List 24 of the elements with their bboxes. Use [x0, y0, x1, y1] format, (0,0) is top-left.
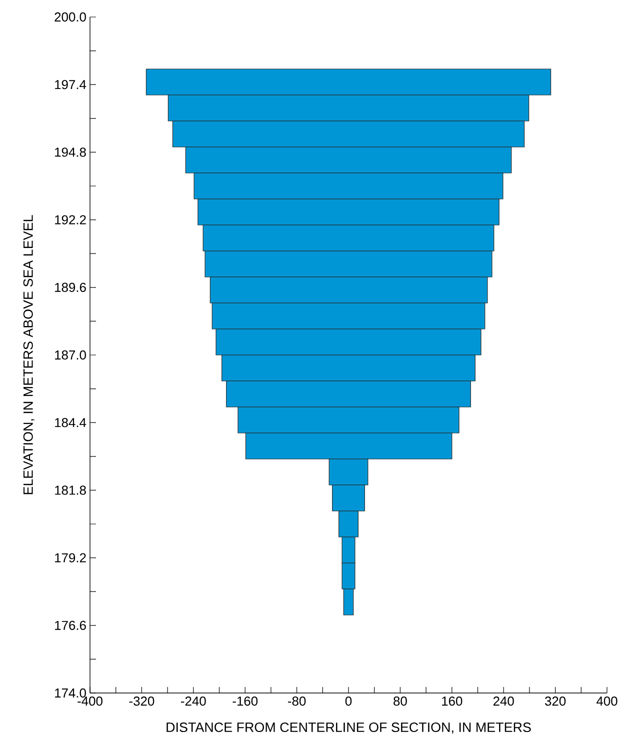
x-tick-label: 240 [493, 696, 514, 706]
x-tick-label: 400 [596, 696, 618, 706]
y-axis-title: ELEVATION, IN METERS ABOVE SEA LEVEL [23, 215, 34, 494]
y-tick-label: 197.4 [55, 80, 86, 90]
y-tick-label: 181.8 [55, 486, 86, 495]
y-tick-label: 189.6 [55, 282, 86, 292]
x-tick-label: 320 [544, 696, 566, 706]
x-tick-label: -80 [288, 696, 306, 706]
x-tick-label: 80 [394, 696, 407, 706]
x-tick-label: 0 [345, 696, 352, 706]
y-tick-label: 194.8 [55, 148, 86, 157]
y-tick-label: 200.0 [54, 12, 86, 22]
x-tick-label: -320 [129, 696, 154, 706]
y-tick-label: 176.6 [55, 620, 86, 630]
y-tick-label: 179.2 [55, 553, 86, 562]
y-tick-label: 184.4 [55, 418, 86, 428]
y-tick-label: 192.2 [55, 215, 86, 224]
x-tick-label: -160 [232, 696, 258, 706]
y-tick-label: 187.0 [55, 350, 86, 360]
x-tick-label: -400 [78, 696, 102, 706]
x-axis-title: DISTANCE FROM CENTERLINE OF SECTION, IN METERS [166, 722, 531, 734]
y-tick-label: 174.0 [55, 688, 86, 698]
x-tick-label: -240 [181, 696, 206, 706]
x-tick-label: 160 [442, 696, 462, 706]
